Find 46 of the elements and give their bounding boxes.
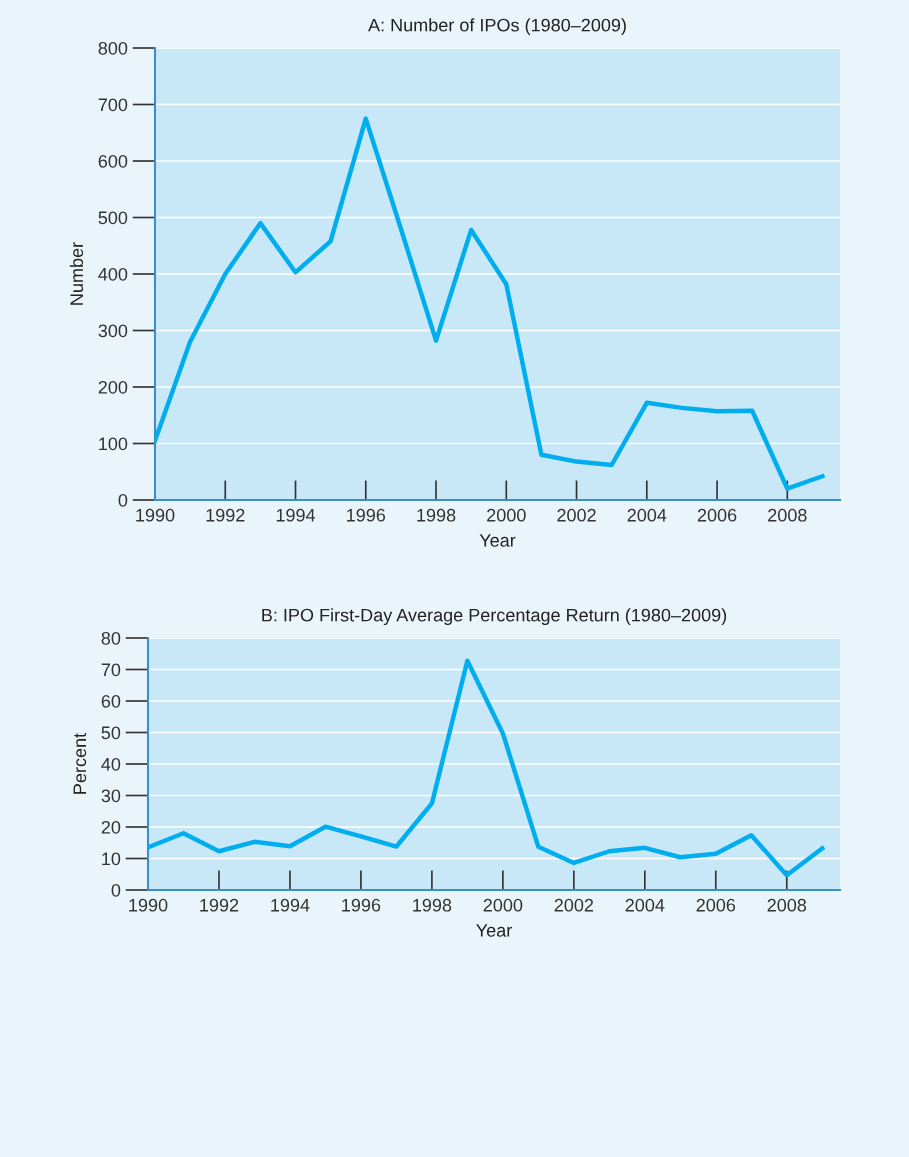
x-tick-label: 2004 [627,508,667,522]
y-tick-label: 400 [98,267,128,281]
x-tick-label: 1990 [129,898,168,912]
x-tick-label: 2006 [696,898,736,912]
y-tick-label: 30 [101,789,121,803]
chart-title: A: Number of IPOs (1980–2009) [368,18,626,36]
y-tick-label: 0 [111,883,121,897]
x-tick-label: 1994 [271,898,310,912]
line-series [155,116,825,491]
y-axis-title: Number [69,242,84,305]
x-tick-label: 1990 [136,508,175,522]
x-tick-label: 1998 [413,898,452,912]
y-tick-label: 50 [101,726,121,740]
y-tick-label: 700 [98,98,128,112]
y-tick-label: 10 [102,852,121,866]
x-tick-label: 2008 [767,898,807,912]
y-tick-label: 100 [99,437,128,451]
y-tick-label: 500 [98,211,128,225]
y-tick-label: 70 [101,663,121,677]
x-tick-label: 2002 [557,508,596,522]
y-tick-label: 80 [101,631,121,645]
x-tick-label: 1992 [200,898,239,912]
x-axis-title: Year [476,924,512,937]
x-tick-label: 2002 [554,898,594,912]
x-tick-label: 1996 [347,508,386,522]
y-tick-label: 0 [118,493,128,507]
x-tick-label: 2006 [697,508,737,522]
y-tick-label: 40 [101,757,121,771]
x-tick-label: 1998 [417,508,456,522]
y-tick-label: 800 [98,41,128,55]
y-tick-label: 60 [101,694,121,708]
y-tick-label: 600 [98,154,128,168]
y-tick-label: 20 [101,820,121,834]
y-tick-label: 300 [98,324,128,338]
x-axis-title: Year [479,534,516,547]
x-tick-label: 1992 [206,508,245,522]
chart-title: B: IPO First-Day Average Percentage Return (1980–2009) [262,608,727,626]
line-series [148,658,825,878]
x-tick-label: 2004 [625,898,665,912]
y-tick-label: 200 [98,380,128,394]
y-axis-title: Percent [73,733,87,794]
x-tick-label: 1994 [276,508,316,522]
x-tick-label: 1996 [342,898,381,912]
x-tick-label: 2008 [768,508,807,522]
x-tick-label: 2000 [487,508,526,522]
x-tick-label: 2000 [483,898,523,912]
